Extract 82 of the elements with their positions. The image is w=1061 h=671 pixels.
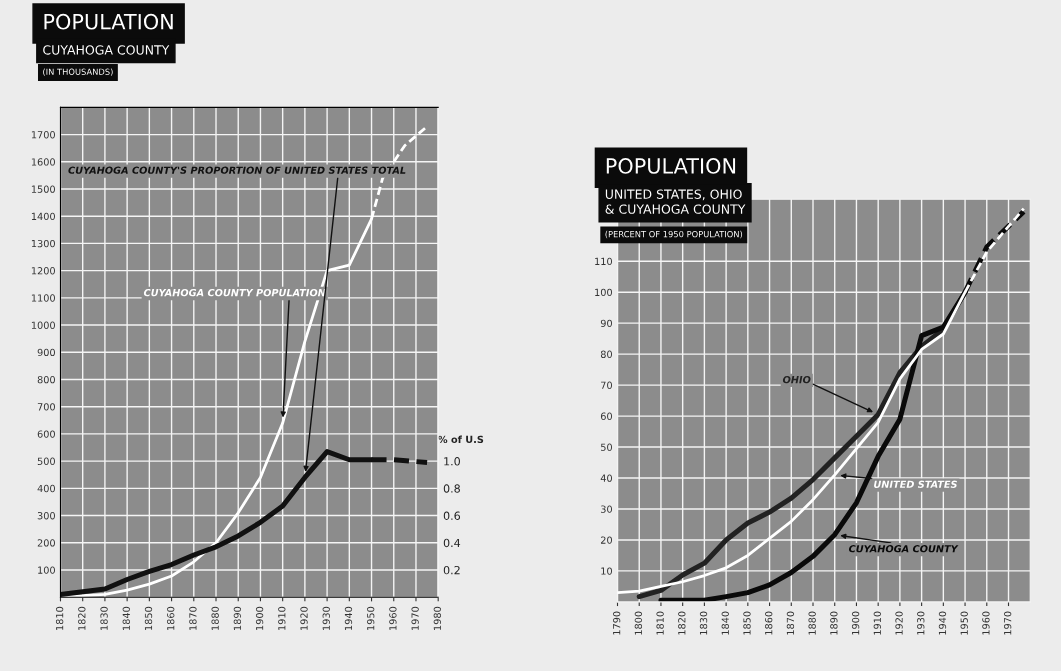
text: CUYAHOGA COUNTY'S PROPORTION OF UNITED STATES TOTAL	[68, 166, 406, 174]
y-tick-label: 200	[37, 539, 55, 547]
x-tick-label: 1970	[411, 606, 419, 630]
x-tick-label: 1900	[851, 611, 860, 635]
x-tick-label: 1910	[278, 606, 286, 630]
y-tick-label: 900	[37, 348, 55, 357]
y-tick-label: 60	[600, 412, 612, 420]
x-tick-label: 1950	[367, 606, 375, 630]
y2-tick-label: 0.2	[443, 565, 460, 575]
x-tick-label: 1820	[78, 606, 86, 630]
x-tick-label: 1860	[765, 611, 773, 635]
x-tick-label: 1950	[960, 611, 968, 635]
x-tick-label: 1820	[678, 611, 686, 635]
x-tick-label: 1850	[743, 611, 751, 635]
series-label: CUYAHOGA COUNTY POPULATION	[143, 288, 326, 297]
chart-title: POPULATION	[44, 13, 173, 30]
legend-label: CUYAHOGA COUNTY	[848, 545, 959, 553]
y-tick-label: 80	[600, 350, 612, 358]
y-axis-title: (PERCENT OF 1950 POPULATION)	[605, 230, 743, 239]
x-tick-label: 1790	[612, 611, 621, 635]
y-tick-label: 1700	[31, 131, 55, 139]
y2-tick-label: 0.4	[443, 538, 461, 548]
y-tick-label: 90	[600, 319, 612, 327]
x-tick-label: 1850	[144, 606, 153, 630]
y-tick-label: 30	[601, 505, 612, 513]
y-tick-label: 100	[38, 566, 55, 574]
x-tick-label: 1840	[122, 606, 130, 630]
x-tick-label: 1960	[389, 606, 397, 630]
y-tick-label: 800	[37, 375, 55, 384]
y-tick-label: 110	[595, 257, 612, 266]
x-tick-label: 1880	[211, 606, 219, 630]
y2-tick-label: 0.8	[443, 484, 460, 493]
chart-title: POPULATION	[606, 158, 736, 174]
y-tick-label: 1300	[31, 239, 55, 248]
x-tick-label: 1930	[917, 611, 925, 635]
x-tick-label: 1800	[634, 611, 643, 635]
x-tick-label: 1970	[1003, 611, 1012, 635]
x-tick-label: 1900	[255, 606, 264, 630]
y-tick-label: 1100	[31, 294, 55, 302]
x-tick-label: 1890	[830, 611, 838, 635]
text: UNITED STATES	[874, 480, 957, 488]
x-tick-label: 1830	[100, 606, 108, 630]
y-tick-label: 400	[37, 484, 55, 493]
y-tick-label: 20	[600, 536, 612, 544]
y-tick-label: 40	[600, 474, 612, 482]
x-tick-label: 1920	[895, 611, 903, 635]
x-tick-label: 1830	[699, 611, 708, 635]
y-tick-label: 1200	[31, 267, 55, 275]
x-tick-label: 1870	[189, 606, 197, 630]
x-tick-label: 1980	[433, 606, 442, 630]
y-tick-label: 10	[601, 567, 612, 575]
x-tick-label: 1810	[55, 606, 64, 630]
x-tick-label: 1920	[300, 606, 308, 630]
x-tick-label: 1870	[786, 611, 795, 635]
chart-subtitle: UNITED STATES, OHIO & CUYAHOGA COUNTY	[605, 189, 746, 214]
x-tick-label: 1960	[982, 611, 990, 635]
x-tick-label: 1940	[938, 611, 947, 635]
y-tick-label: 300	[37, 512, 55, 520]
y-tick-label: 600	[37, 430, 55, 438]
y-axis-title: (IN THOUSANDS)	[43, 68, 113, 76]
y-tick-label: 70	[601, 381, 612, 389]
y-tick-label: 500	[37, 457, 55, 465]
y-tick-label: 1400	[31, 212, 55, 221]
y-tick-label: 700	[37, 403, 55, 411]
x-tick-label: 1910	[873, 611, 881, 635]
x-tick-label: 1840	[721, 611, 729, 635]
y2-tick-label: 1.0	[444, 457, 460, 466]
y2-tick-label: 0.6	[443, 511, 461, 520]
y2-axis-title: % of U.S	[438, 435, 484, 444]
text: OHIO	[782, 375, 811, 384]
x-tick-label: 1930	[322, 606, 330, 630]
y-tick-label: 1600	[31, 158, 55, 166]
chart-subtitle: CUYAHOGA COUNTY	[43, 45, 170, 55]
y-tick-label: 1000	[31, 321, 55, 329]
x-tick-label: 1860	[167, 606, 175, 630]
y-tick-label: 100	[595, 288, 612, 297]
y-tick-label: 1500	[31, 185, 55, 193]
x-tick-label: 1880	[808, 611, 816, 635]
x-tick-label: 1940	[344, 606, 353, 630]
y-tick-label: 50	[601, 443, 612, 451]
x-tick-label: 1810	[656, 611, 664, 635]
x-tick-label: 1890	[233, 606, 242, 630]
